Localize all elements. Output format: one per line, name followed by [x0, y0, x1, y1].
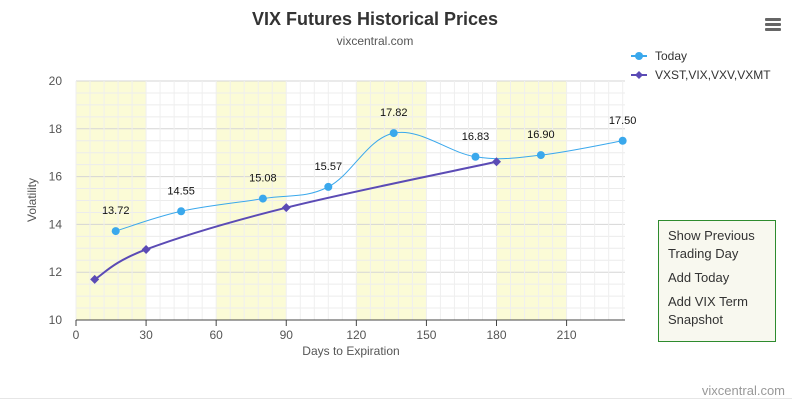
data-label: 15.08: [249, 173, 277, 185]
data-point: [492, 157, 502, 167]
data-point: [90, 274, 100, 284]
bottom-divider: [0, 398, 792, 399]
data-point: [618, 136, 627, 145]
data-label: 13.72: [102, 205, 130, 217]
chart-title: VIX Futures Historical Prices: [252, 9, 498, 29]
x-tick-label: 210: [557, 328, 577, 342]
y-tick-label: 20: [49, 74, 63, 88]
menu-item-show-previous-trading-day[interactable]: Show Previous Trading Day: [668, 228, 755, 261]
x-tick-label: 90: [280, 328, 294, 342]
data-point: [471, 152, 480, 161]
chart-axes: 0 30 60 90 120 150 180 210 10 12 14 16 18 20: [49, 74, 625, 342]
y-tick-label: 16: [49, 170, 63, 184]
credits-text[interactable]: vixcentral.com: [702, 383, 785, 398]
legend-label: Today: [655, 49, 687, 63]
data-label: 15.57: [315, 161, 343, 173]
data-label: 17.50: [609, 115, 637, 127]
data-point: [141, 244, 151, 254]
chart-grid: [75, 80, 625, 321]
legend-marker: [635, 71, 643, 79]
data-point: [281, 203, 291, 213]
legend-label: VXST,VIX,VXV,VXMT: [655, 68, 771, 82]
chart-series: [90, 129, 627, 284]
data-point: [536, 151, 545, 160]
y-tick-label: 18: [49, 122, 63, 136]
chart-subtitle: vixcentral.com: [337, 34, 414, 48]
x-tick-label: 60: [209, 328, 223, 342]
data-point: [177, 207, 186, 216]
x-tick-label: 0: [73, 328, 80, 342]
x-axis-label: Days to Expiration: [302, 344, 399, 358]
data-label: 16.83: [462, 131, 490, 143]
x-tick-label: 150: [416, 328, 436, 342]
legend-item-today[interactable]: Today: [631, 49, 687, 63]
y-tick-label: 12: [49, 265, 63, 279]
data-point: [258, 194, 267, 203]
y-tick-label: 10: [49, 313, 63, 327]
context-menu: Show Previous Trading Day Add Today Add …: [658, 220, 776, 342]
x-tick-label: 180: [486, 328, 506, 342]
series-line-today: [115, 131, 623, 232]
x-tick-label: 120: [346, 328, 366, 342]
series-line-vxst-vix-vxv-vxmt: [94, 160, 497, 281]
chart-legend: Today VXST,VIX,VXV,VXMT: [631, 49, 771, 82]
data-label: 17.82: [380, 107, 408, 119]
data-label: 16.90: [527, 129, 555, 141]
data-point: [389, 129, 398, 138]
legend-marker: [635, 52, 643, 60]
x-tick-label: 30: [139, 328, 153, 342]
menu-item-add-today[interactable]: Add Today: [668, 270, 730, 285]
data-label: 14.55: [167, 185, 195, 197]
legend-item-vxst-vix-vxv-vxmt[interactable]: VXST,VIX,VXV,VXMT: [631, 68, 771, 82]
y-axis-label: Volatility: [25, 178, 39, 222]
data-point: [324, 182, 333, 191]
menu-item-add-vix-term-snapshot[interactable]: Add VIX Term Snapshot: [668, 294, 748, 327]
y-tick-label: 14: [49, 217, 63, 231]
hamburger-menu-icon[interactable]: [760, 14, 786, 36]
chart-data-labels: 13.72 14.55 15.08 15.57 17.82 16.83 16.90 17.50: [102, 107, 636, 217]
data-point: [111, 227, 120, 236]
